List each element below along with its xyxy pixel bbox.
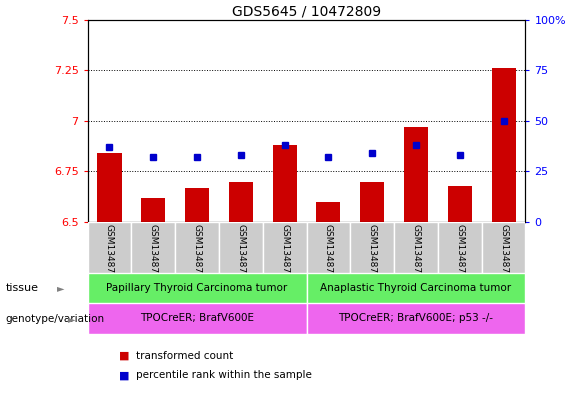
Bar — [307, 222, 350, 273]
Text: GSM1348741: GSM1348741 — [455, 224, 464, 284]
Text: percentile rank within the sample: percentile rank within the sample — [136, 370, 311, 380]
Bar — [404, 127, 428, 222]
Bar — [175, 222, 219, 273]
Bar — [394, 222, 438, 273]
Bar — [492, 68, 516, 222]
Bar — [131, 222, 175, 273]
Text: ■: ■ — [119, 351, 129, 361]
Bar — [229, 182, 253, 222]
Bar — [316, 202, 341, 222]
Bar — [88, 303, 307, 334]
Title: GDS5645 / 10472809: GDS5645 / 10472809 — [232, 4, 381, 18]
Bar — [360, 182, 384, 222]
Bar — [88, 273, 307, 303]
Text: ►: ► — [56, 283, 64, 293]
Text: GSM1348735: GSM1348735 — [193, 224, 202, 284]
Bar — [97, 153, 121, 222]
Text: GSM1348742: GSM1348742 — [499, 224, 508, 284]
Bar — [350, 222, 394, 273]
Bar — [438, 222, 482, 273]
Bar — [141, 198, 166, 222]
Text: tissue: tissue — [6, 283, 38, 293]
Bar — [88, 222, 131, 273]
Text: GSM1348738: GSM1348738 — [324, 224, 333, 284]
Text: genotype/variation: genotype/variation — [6, 314, 105, 324]
Text: ■: ■ — [119, 370, 129, 380]
Text: GSM1348733: GSM1348733 — [105, 224, 114, 284]
Bar — [307, 303, 525, 334]
Text: GSM1348739: GSM1348739 — [368, 224, 377, 284]
Text: GSM1348734: GSM1348734 — [149, 224, 158, 284]
Bar — [263, 222, 307, 273]
Bar — [307, 273, 525, 303]
Bar — [482, 222, 525, 273]
Text: ►: ► — [68, 314, 75, 324]
Text: transformed count: transformed count — [136, 351, 233, 361]
Text: Anaplastic Thyroid Carcinoma tumor: Anaplastic Thyroid Carcinoma tumor — [320, 283, 511, 293]
Bar — [272, 145, 297, 222]
Text: TPOCreER; BrafV600E: TPOCreER; BrafV600E — [140, 313, 254, 323]
Text: TPOCreER; BrafV600E; p53 -/-: TPOCreER; BrafV600E; p53 -/- — [338, 313, 493, 323]
Bar — [185, 187, 209, 222]
Text: Papillary Thyroid Carcinoma tumor: Papillary Thyroid Carcinoma tumor — [106, 283, 288, 293]
Text: GSM1348737: GSM1348737 — [280, 224, 289, 284]
Bar — [447, 185, 472, 222]
Text: GSM1348740: GSM1348740 — [411, 224, 420, 284]
Bar — [219, 222, 263, 273]
Text: GSM1348736: GSM1348736 — [236, 224, 245, 284]
